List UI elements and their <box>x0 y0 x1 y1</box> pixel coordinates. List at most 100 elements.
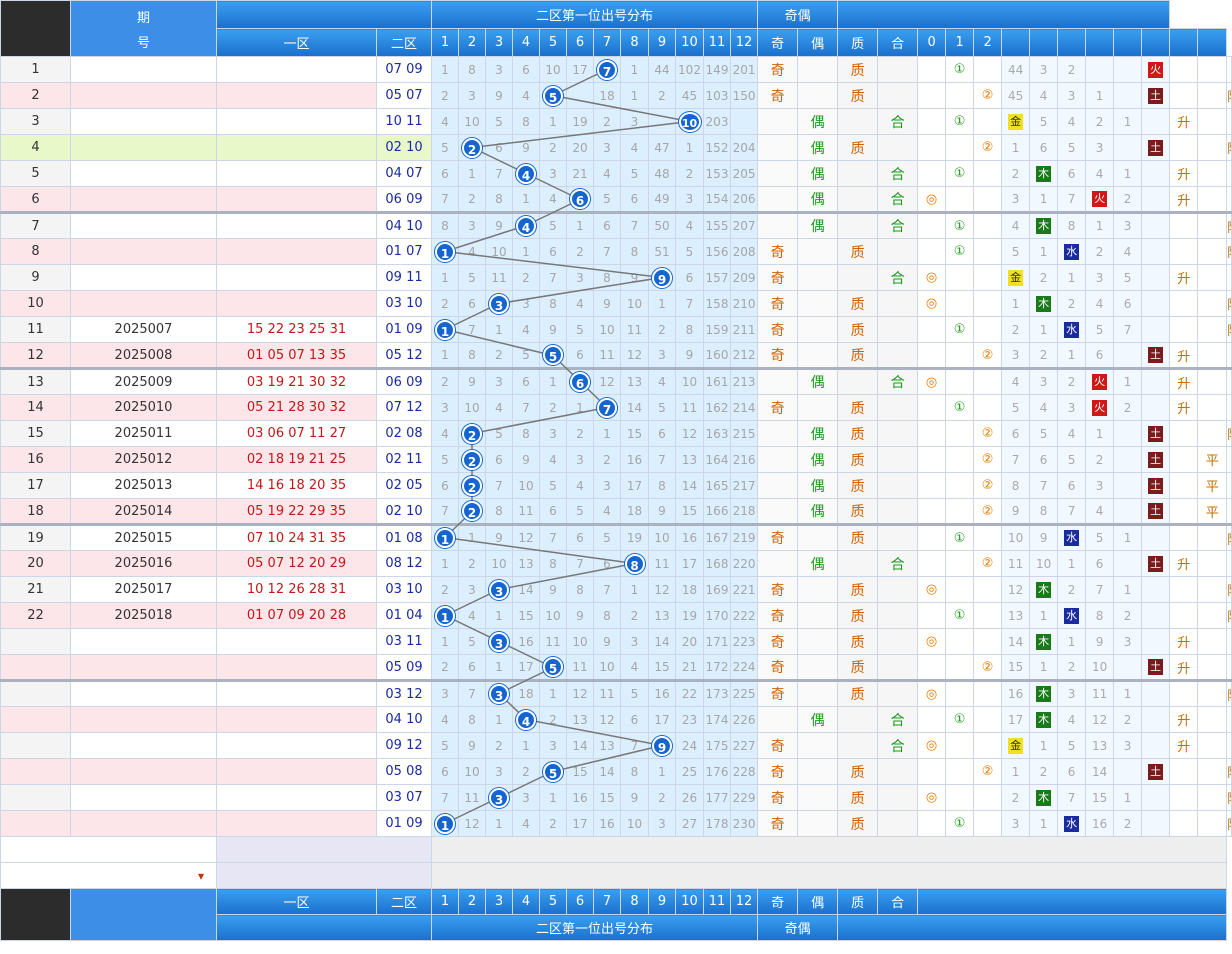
trend-down <box>1226 394 1232 421</box>
dist-cell: 27 <box>675 810 704 837</box>
dist-cell: 157 <box>703 264 731 291</box>
dist-cell: 1 <box>431 523 459 551</box>
dist-cell: 1 <box>648 290 676 317</box>
element-cell: 1 <box>1029 732 1059 759</box>
dist-cell: 12 <box>620 342 649 369</box>
dist-cell: 1 <box>512 186 540 213</box>
dist-cell: 7 <box>593 394 621 421</box>
remainder-cell <box>973 576 1003 603</box>
prime-cell: 质 <box>837 654 879 681</box>
trend-flat <box>1197 290 1228 317</box>
ball-2: 2 <box>462 475 482 496</box>
composite-cell <box>877 420 919 447</box>
remainder-cell <box>917 472 947 499</box>
element-earth-cell <box>1141 394 1171 421</box>
dist-cell: 3 <box>512 290 540 317</box>
dist-cell: 1 <box>431 342 459 369</box>
col-footer-4: 4 <box>512 888 540 915</box>
dist-cell: 8 <box>593 602 621 629</box>
dist-cell: 11 <box>512 498 540 525</box>
dist-cell: 6 <box>593 211 621 239</box>
dist-cell: 9 <box>485 211 513 239</box>
element-cell: 1 <box>1029 810 1059 837</box>
prime-cell: 质 <box>837 420 879 447</box>
element-cell <box>1113 654 1143 681</box>
dist-cell: 1 <box>458 523 486 551</box>
element-cell: 11 <box>1085 679 1115 707</box>
dist-cell: 16 <box>566 784 594 811</box>
element-cell: 5 <box>1085 316 1115 343</box>
zone1-numbers <box>216 108 377 135</box>
odd-cell <box>757 420 799 447</box>
composite-cell <box>877 134 919 161</box>
zone2-numbers: 02 11 <box>376 446 432 473</box>
trend-down <box>1226 56 1232 83</box>
dist-cell: 209 <box>729 264 759 291</box>
dist-cell: 4 <box>512 82 540 109</box>
oddeven-title: 奇偶 <box>757 0 839 29</box>
gold-badge: 金 <box>1008 737 1024 754</box>
dist-cell: 171 <box>703 628 731 655</box>
zone2-numbers: 05 09 <box>376 654 432 681</box>
composite-cell: 合 <box>877 732 919 759</box>
prime-cell <box>837 367 879 395</box>
element-cell: 6 <box>1029 446 1059 473</box>
dist-cell: 2 <box>431 290 459 317</box>
prime-cell <box>837 108 879 135</box>
trend-up <box>1169 56 1199 83</box>
zone1-numbers: 01 05 07 13 35 <box>216 342 377 369</box>
dist-cell: 18 <box>593 82 621 109</box>
row-number: 6 <box>0 186 71 213</box>
dist-cell: 21 <box>675 654 704 681</box>
ball-5: 5 <box>543 761 563 782</box>
dist-cell: 8 <box>458 706 486 733</box>
blank-header <box>1085 28 1115 57</box>
even-cell <box>797 264 839 291</box>
dist-cell: 6 <box>431 758 459 785</box>
period-value <box>70 290 217 317</box>
trend-up <box>1169 576 1199 603</box>
element-cell <box>1113 342 1143 369</box>
remainder-cell: ② <box>973 472 1003 499</box>
table-row: 6 06 09 7 2 8 1 4 6 5 6 49 3 154 206 偶合 ◎ 3 1 7 火 2 升 <box>0 186 1232 213</box>
odd-cell: 奇 <box>757 758 799 785</box>
col-footer-9: 9 <box>648 888 676 915</box>
trend-down: 降 <box>1226 290 1232 317</box>
prime-cell: 质 <box>837 576 879 603</box>
zone1-numbers <box>216 160 377 187</box>
dist-cell: 8 <box>675 316 704 343</box>
corner-block <box>0 888 71 941</box>
dist-cell: 9 <box>648 264 676 291</box>
scroll-down-arrow[interactable]: ▾ <box>0 862 217 889</box>
dist-cell: 4 <box>566 290 594 317</box>
blank-header <box>1057 28 1087 57</box>
dist-cell: 216 <box>729 446 759 473</box>
element-cell: 8 <box>1057 211 1087 239</box>
zone1-numbers <box>216 732 377 759</box>
row-number: 19 <box>0 523 71 551</box>
element-cell: 2 <box>1001 160 1031 187</box>
dist-cell: 6 <box>512 367 540 395</box>
dist-cell: 2 <box>431 82 459 109</box>
dist-cell: 4 <box>458 238 486 265</box>
dist-cell: 7 <box>593 238 621 265</box>
element-cell: 火 <box>1085 186 1115 213</box>
odd-cell: 奇 <box>757 628 799 655</box>
dist-cell: 9 <box>593 628 621 655</box>
element-cell: 14 <box>1001 628 1031 655</box>
prime-cell <box>837 211 879 239</box>
remainder-cell <box>973 238 1003 265</box>
element-cell <box>1113 134 1143 161</box>
dist-cell <box>566 82 594 109</box>
dist-cell: 11 <box>648 550 676 577</box>
trend-flat <box>1197 367 1228 395</box>
even-cell: 偶 <box>797 498 839 525</box>
element-cell: 4 <box>1001 367 1031 395</box>
dist-cell: 50 <box>648 211 676 239</box>
table-row: 03 11 1 5 3 16 11 10 9 3 14 20 171 223 奇质 ◎ 14 木 1 9 3 升 <box>0 628 1232 655</box>
dist-cell: 7 <box>485 160 513 187</box>
element-cell: 1 <box>1001 758 1031 785</box>
element-cell: 16 <box>1085 810 1115 837</box>
even-cell: 偶 <box>797 134 839 161</box>
